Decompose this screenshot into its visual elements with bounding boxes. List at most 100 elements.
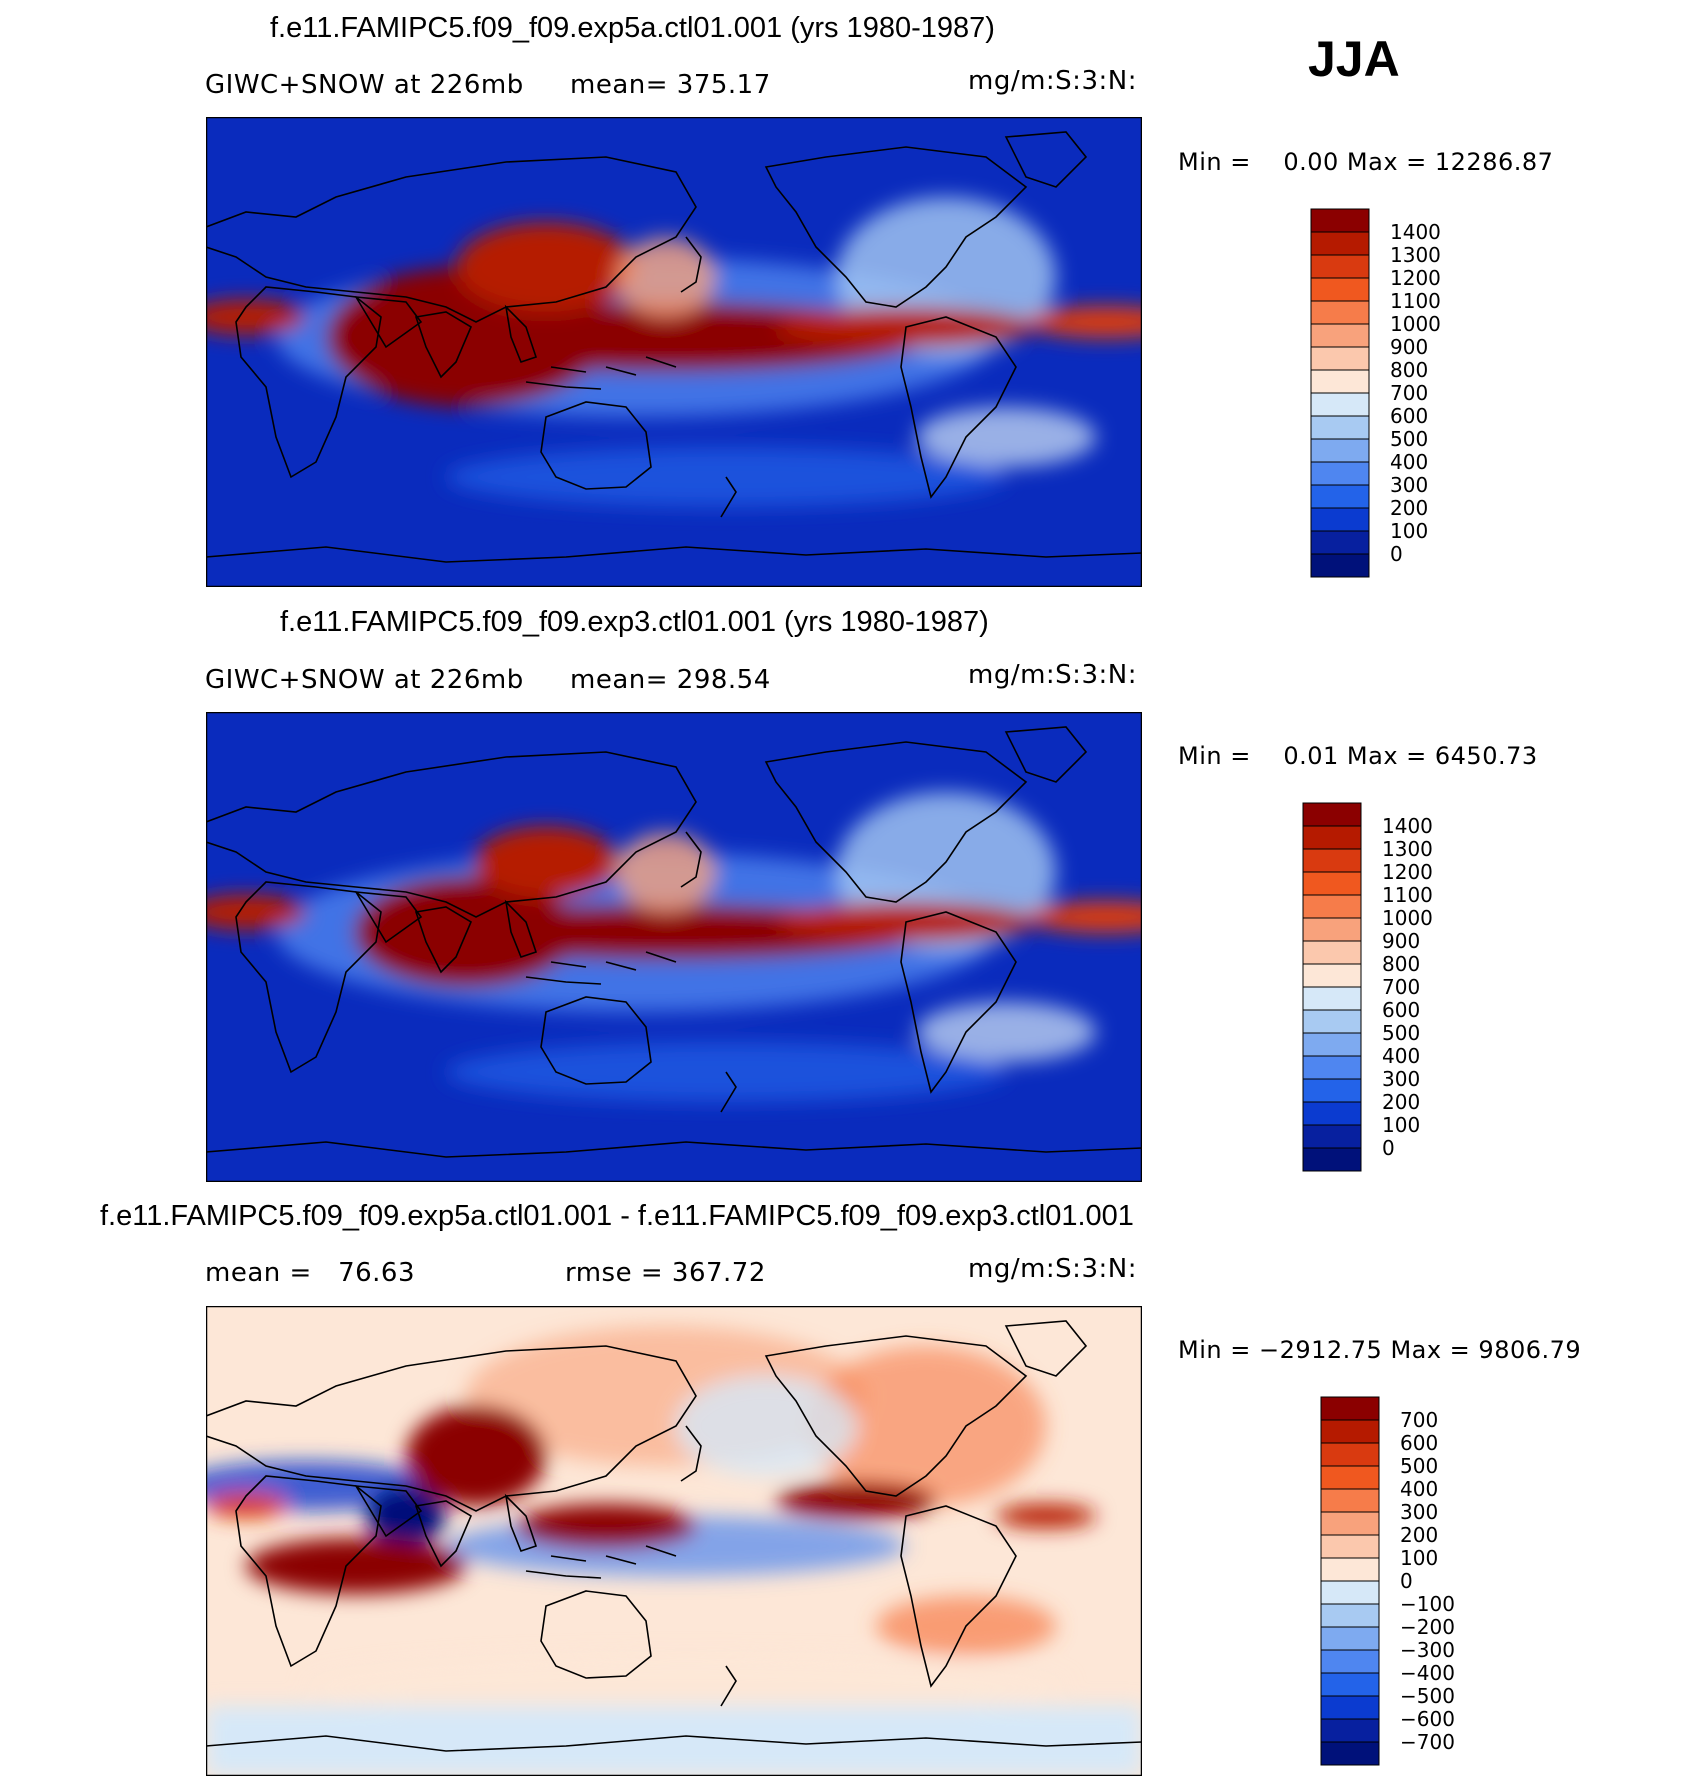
- panel-3-colorbar-tick-label: −600: [1400, 1707, 1455, 1731]
- panel-2-colorbar-tick-label: 900: [1382, 929, 1420, 953]
- panel-3-colorbar-tick-label: 100: [1400, 1546, 1438, 1570]
- panel-1-colorbar-swatch: [1310, 392, 1370, 417]
- panel-1-colorbar-tick-label: 500: [1390, 427, 1428, 451]
- panel-3-colorbar-tick-label: 200: [1400, 1523, 1438, 1547]
- panel-1-title: f.e11.FAMIPC5.f09_f09.exp5a.ctl01.001 (y…: [270, 12, 995, 44]
- panel-3-colorbar-tick-label: 300: [1400, 1500, 1438, 1524]
- panel-3-colorbar-swatch: [1320, 1534, 1380, 1559]
- panel-2-colorbar-tick-label: 1100: [1382, 883, 1433, 907]
- panel-1-colorbar-swatch: [1310, 231, 1370, 256]
- panel-2-map: [206, 712, 1142, 1182]
- panel-3-colorbar-swatch: [1320, 1580, 1380, 1605]
- panel-3-colorbar-tick-label: −500: [1400, 1684, 1455, 1708]
- panel-2-colorbar-tick-label: 1000: [1382, 906, 1433, 930]
- panel-2-title: f.e11.FAMIPC5.f09_f09.exp3.ctl01.001 (yr…: [280, 606, 989, 638]
- panel-2-colorbar-swatch: [1302, 871, 1362, 896]
- panel-3-colorbar-swatch: [1320, 1718, 1380, 1743]
- panel-3-colorbar-swatch: [1320, 1603, 1380, 1628]
- panel-1-colorbar-swatch: [1310, 300, 1370, 325]
- panel-1-colorbar-tick-label: 400: [1390, 450, 1428, 474]
- panel-1-colorbar-swatch: [1310, 461, 1370, 486]
- panel-1-variable-label: GIWC+SNOW at 226mb: [205, 70, 524, 100]
- panel-1-map-frame: [206, 117, 1142, 587]
- panel-3-colorbar-swatch: [1320, 1557, 1380, 1582]
- panel-2-colorbar-tick-label: 500: [1382, 1021, 1420, 1045]
- panel-2-colorbar-tick-label: 800: [1382, 952, 1420, 976]
- panel-1-units-label: mg/m:S:3:N:: [968, 66, 1137, 96]
- panel-3-colorbar: 7006005004003002001000−100−200−300−400−5…: [1320, 1396, 1455, 1766]
- panel-3-colorbar-tick-label: −200: [1400, 1615, 1455, 1639]
- panel-3-colorbar-swatch: [1320, 1695, 1380, 1720]
- panel-2-colorbar-swatch: [1302, 825, 1362, 850]
- panel-1-colorbar-tick-label: 300: [1390, 473, 1428, 497]
- panel-3-colorbar-swatch: [1320, 1465, 1380, 1490]
- panel-1-colorbar-swatch: [1310, 415, 1370, 440]
- panel-3-colorbar-swatch: [1320, 1649, 1380, 1674]
- panel-1-colorbar-tick-label: 0: [1390, 542, 1403, 566]
- panel-1-colorbar-swatch: [1310, 369, 1370, 394]
- panel-2-colorbar-swatch: [1302, 986, 1362, 1011]
- panel-2-colorbar-tick-label: 600: [1382, 998, 1420, 1022]
- panel-3-minmax: Min = −2912.75 Max = 9806.79: [1178, 1336, 1582, 1364]
- panel-2-variable-label: GIWC+SNOW at 226mb: [205, 665, 524, 695]
- panel-1-mean-label: mean= 375.17: [570, 70, 771, 100]
- panel-2-colorbar-tick-label: 1200: [1382, 860, 1433, 884]
- panel-1-colorbar-swatch: [1310, 553, 1370, 578]
- panel-2-colorbar-swatch: [1302, 848, 1362, 873]
- panel-2-minmax: Min = 0.01 Max = 6450.73: [1178, 742, 1538, 770]
- panel-3-map-frame: [206, 1306, 1142, 1776]
- panel-1-colorbar-swatch: [1310, 346, 1370, 371]
- panel-1-colorbar: 1400130012001100100090080070060050040030…: [1310, 208, 1441, 578]
- panel-1-colorbar-swatch: [1310, 507, 1370, 532]
- panel-2-units-label: mg/m:S:3:N:: [968, 660, 1137, 690]
- panel-3-rmse-label: rmse = 367.72: [565, 1258, 766, 1288]
- panel-2-coastlines: [206, 726, 1142, 1158]
- panel-3-colorbar-tick-label: 700: [1400, 1408, 1438, 1432]
- panel-1-colorbar-tick-label: 1300: [1390, 243, 1441, 267]
- panel-1-colorbar-swatch: [1310, 484, 1370, 509]
- panel-3-colorbar-swatch: [1320, 1419, 1380, 1444]
- panel-3-colorbar-swatch: [1320, 1741, 1380, 1766]
- panel-2-colorbar-swatch: [1302, 802, 1362, 827]
- panel-2-colorbar-swatch: [1302, 1101, 1362, 1126]
- panel-1-colorbar-swatch: [1310, 438, 1370, 463]
- panel-1-colorbar-swatch: [1310, 323, 1370, 348]
- panel-1-colorbar-swatch: [1310, 530, 1370, 555]
- panel-3-colorbar-swatch: [1320, 1672, 1380, 1697]
- panel-2-map-frame: [206, 712, 1142, 1182]
- panel-2-colorbar-tick-label: 400: [1382, 1044, 1420, 1068]
- panel-3-coastlines: [206, 1320, 1142, 1752]
- panel-1-colorbar-tick-label: 1400: [1390, 220, 1441, 244]
- panel-2-colorbar-tick-label: 0: [1382, 1136, 1395, 1160]
- season-label: JJA: [1308, 31, 1400, 87]
- panel-3-colorbar-tick-label: 600: [1400, 1431, 1438, 1455]
- panel-3-colorbar-tick-label: −100: [1400, 1592, 1455, 1616]
- panel-1-colorbar-tick-label: 1200: [1390, 266, 1441, 290]
- panel-2-colorbar-tick-label: 100: [1382, 1113, 1420, 1137]
- panel-2-colorbar-tick-label: 200: [1382, 1090, 1420, 1114]
- panel-2-colorbar-tick-label: 1300: [1382, 837, 1433, 861]
- panel-1-colorbar-tick-label: 1000: [1390, 312, 1441, 336]
- panel-3-colorbar-swatch: [1320, 1511, 1380, 1536]
- panel-1-coastlines: [206, 131, 1142, 563]
- panel-2-colorbar-swatch: [1302, 963, 1362, 988]
- panel-1-colorbar-tick-label: 600: [1390, 404, 1428, 428]
- panel-2-colorbar-tick-label: 700: [1382, 975, 1420, 999]
- panel-1-map: [206, 117, 1142, 587]
- panel-2-colorbar-swatch: [1302, 1124, 1362, 1149]
- panel-2-colorbar-swatch: [1302, 1147, 1362, 1172]
- panel-3-colorbar-tick-label: −700: [1400, 1730, 1455, 1754]
- panel-3-colorbar-swatch: [1320, 1442, 1380, 1467]
- panel-3-colorbar-tick-label: 400: [1400, 1477, 1438, 1501]
- panel-2-colorbar-swatch: [1302, 940, 1362, 965]
- panel-3-colorbar-tick-label: −300: [1400, 1638, 1455, 1662]
- panel-1-colorbar-swatch: [1310, 254, 1370, 279]
- panel-1-colorbar-tick-label: 200: [1390, 496, 1428, 520]
- panel-3-title: f.e11.FAMIPC5.f09_f09.exp5a.ctl01.001 - …: [100, 1200, 1134, 1232]
- panel-2-colorbar-tick-label: 300: [1382, 1067, 1420, 1091]
- panel-2-colorbar-swatch: [1302, 917, 1362, 942]
- panel-2-colorbar-tick-label: 1400: [1382, 814, 1433, 838]
- panel-1-colorbar-tick-label: 100: [1390, 519, 1428, 543]
- panel-3-colorbar-tick-label: −400: [1400, 1661, 1455, 1685]
- panel-2-colorbar-swatch: [1302, 1055, 1362, 1080]
